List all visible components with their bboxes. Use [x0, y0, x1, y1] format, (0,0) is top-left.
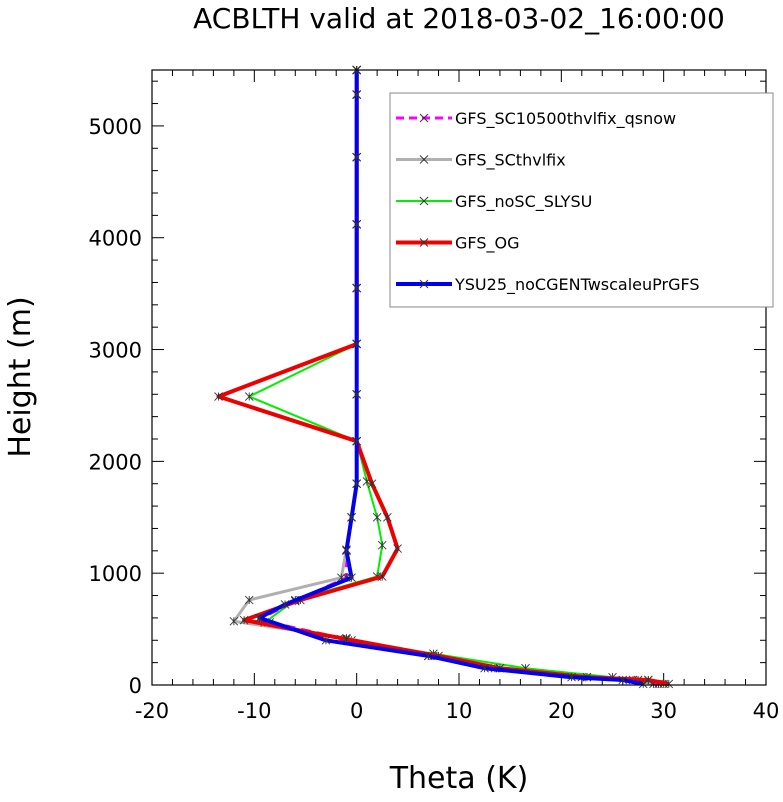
data-point: [638, 679, 648, 689]
series-line: [257, 70, 644, 686]
data-point: [567, 672, 576, 682]
data-point: [352, 389, 361, 399]
y-tick-label: 0: [129, 674, 142, 698]
data-point: [352, 479, 361, 489]
data-point: [372, 512, 382, 522]
legend-item: GFS_SCthvlfix: [396, 151, 566, 171]
axis-ticks: -20 -10 0 10 20 30 40 0 1000 2000 3000 4000 5000: [89, 70, 780, 723]
data-point: [377, 572, 387, 581]
chart-title: ACBLTH valid at 2018-03-02_16:00:00: [193, 2, 725, 35]
y-tick-label: 1000: [89, 562, 142, 586]
legend-box: [389, 92, 774, 308]
series-5: [255, 65, 648, 689]
series-layer: [214, 65, 674, 689]
data-point: [664, 679, 674, 689]
x-tick-label: 20: [548, 699, 575, 723]
y-tick-label: 3000: [89, 339, 142, 363]
data-point: [244, 595, 254, 605]
x-tick-label: -20: [135, 699, 169, 723]
legend: GFS_SC10500thvlfix_qsnow GFS_SCthvlfix GFS…: [389, 92, 774, 308]
legend-label: GFS_noSC_SLYSU: [455, 192, 592, 212]
data-point: [321, 635, 331, 645]
data-point: [393, 544, 402, 553]
x-tick-label: 0: [350, 699, 363, 723]
y-tick-label: 2000: [89, 450, 142, 474]
data-point: [214, 392, 223, 401]
data-point: [280, 600, 290, 609]
x-tick-label: 30: [650, 699, 677, 723]
plot-frame: [151, 69, 767, 686]
data-point: [423, 651, 433, 661]
data-point: [239, 615, 249, 625]
data-point: [643, 675, 653, 685]
legend-item: GFS_OG: [396, 234, 519, 254]
data-point: [352, 339, 361, 349]
legend-label: YSU25_noCGENTwscaleuPrGFS: [454, 275, 700, 295]
y-tick-label: 5000: [89, 115, 142, 139]
data-point: [352, 219, 361, 229]
x-tick-label: 40: [753, 699, 780, 723]
data-point: [352, 152, 361, 162]
legend-label: GFS_OG: [455, 234, 519, 254]
legend-label: GFS_SC10500thvlfix_qsnow: [455, 109, 676, 129]
data-point: [377, 540, 387, 550]
data-point: [347, 512, 356, 522]
data-point: [480, 663, 489, 673]
x-tick-label: -10: [237, 699, 271, 723]
data-point: [229, 616, 239, 626]
x-tick-label: 10: [446, 699, 473, 723]
legend-item: GFS_noSC_SLYSU: [396, 192, 592, 212]
data-point: [618, 675, 628, 685]
legend-item: YSU25_noCGENTwscaleuPrGFS: [396, 275, 700, 295]
data-point: [367, 479, 377, 489]
legend-item: GFS_SC10500thvlfix_qsnow: [396, 109, 676, 129]
data-point: [244, 392, 254, 401]
x-axis-label: Theta (K): [389, 761, 529, 796]
data-point: [352, 283, 361, 293]
y-axis-label: Height (m): [3, 296, 38, 457]
data-point: [347, 573, 356, 582]
data-point: [255, 613, 264, 623]
y-tick-label: 4000: [89, 227, 142, 251]
data-point: [383, 512, 392, 522]
data-point: [352, 436, 361, 446]
data-point: [342, 546, 351, 556]
legend-label: GFS_SCthvlfix: [455, 151, 566, 171]
data-point: [352, 90, 361, 99]
